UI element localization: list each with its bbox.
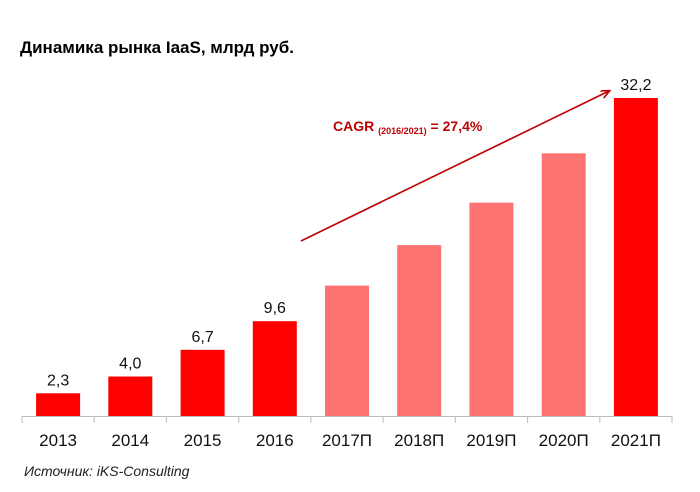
cagr-annotation: CAGR (2016/2021) = 27,4% bbox=[333, 118, 483, 136]
bar-2019П bbox=[469, 202, 514, 416]
bar-2013 bbox=[36, 393, 81, 416]
tick-label-2013: 2013 bbox=[39, 431, 77, 450]
tick-label-2019П: 2019П bbox=[466, 431, 516, 450]
bar-2017П bbox=[325, 285, 369, 416]
bar-2021П bbox=[613, 98, 658, 416]
tick-label-2016: 2016 bbox=[256, 431, 294, 450]
trend-arrow-line bbox=[300, 91, 609, 242]
value-label-2021П: 32,2 bbox=[620, 77, 651, 94]
tick-label-2018П: 2018П bbox=[394, 431, 444, 450]
bar-2018П bbox=[397, 245, 442, 416]
cagr-value: = 27,4% bbox=[427, 118, 483, 134]
value-labels-group: 2,3 4,0 6,7 9,6 32,2 bbox=[47, 77, 652, 389]
bar-2020П bbox=[541, 153, 586, 417]
source-name: iKS-Consulting bbox=[96, 463, 190, 479]
cagr-trend-arrow bbox=[300, 91, 609, 242]
cagr-period: (2016/2021) bbox=[378, 126, 427, 136]
value-label-2013: 2,3 bbox=[47, 372, 69, 389]
value-label-2016: 9,6 bbox=[264, 300, 286, 317]
tick-label-2021П: 2021П bbox=[611, 431, 661, 450]
source-note: Источник: iKS-Consulting bbox=[24, 463, 189, 479]
tick-label-2015: 2015 bbox=[184, 431, 222, 450]
chart-title: Динамика рынка IaaS, млрд руб. bbox=[20, 38, 294, 57]
bar-2014 bbox=[108, 376, 153, 416]
bars-group bbox=[36, 98, 658, 417]
value-label-2015: 6,7 bbox=[191, 329, 213, 346]
bar-2015 bbox=[180, 349, 225, 416]
tick-label-2020П: 2020П bbox=[539, 431, 589, 450]
value-label-2014: 4,0 bbox=[119, 356, 141, 373]
tick-label-2014: 2014 bbox=[111, 431, 149, 450]
x-tick-marks bbox=[21, 416, 673, 423]
x-tick-labels: 2013 2014 2015 2016 2017П 2018П 2019П 2020П 2021… bbox=[39, 431, 661, 450]
tick-label-2017П: 2017П bbox=[322, 431, 372, 450]
source-prefix: Источник: bbox=[24, 463, 97, 479]
cagr-main: CAGR bbox=[333, 118, 378, 134]
bar-2016 bbox=[252, 321, 297, 416]
